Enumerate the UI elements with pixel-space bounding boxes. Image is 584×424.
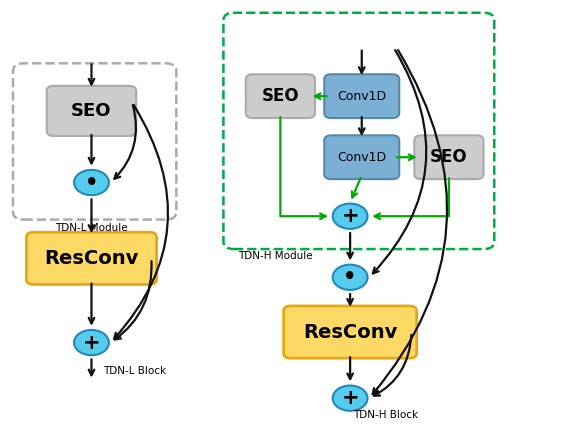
Text: TDN-H Block: TDN-H Block xyxy=(353,410,418,420)
Text: SEO: SEO xyxy=(262,87,299,105)
Text: ResConv: ResConv xyxy=(303,323,397,342)
FancyBboxPatch shape xyxy=(324,135,399,179)
FancyBboxPatch shape xyxy=(26,232,157,285)
FancyBboxPatch shape xyxy=(47,86,136,136)
Circle shape xyxy=(333,265,367,290)
Text: +: + xyxy=(341,388,359,408)
Circle shape xyxy=(74,330,109,355)
Text: +: + xyxy=(341,206,359,226)
Text: SEO: SEO xyxy=(430,148,468,166)
Text: TDN-H Module: TDN-H Module xyxy=(238,251,313,261)
Text: •: • xyxy=(85,173,98,192)
Text: Conv1D: Conv1D xyxy=(337,89,386,103)
FancyBboxPatch shape xyxy=(324,74,399,118)
FancyBboxPatch shape xyxy=(246,74,315,118)
Text: ResConv: ResConv xyxy=(44,249,138,268)
Text: SEO: SEO xyxy=(71,102,112,120)
Text: TDN-L Block: TDN-L Block xyxy=(103,366,166,376)
Circle shape xyxy=(333,204,367,229)
FancyBboxPatch shape xyxy=(414,135,484,179)
Text: +: + xyxy=(83,332,100,353)
Text: •: • xyxy=(343,267,357,287)
Circle shape xyxy=(333,385,367,411)
Text: TDN-L Module: TDN-L Module xyxy=(55,223,128,232)
Text: Conv1D: Conv1D xyxy=(337,151,386,164)
Circle shape xyxy=(74,170,109,195)
FancyBboxPatch shape xyxy=(284,306,416,358)
